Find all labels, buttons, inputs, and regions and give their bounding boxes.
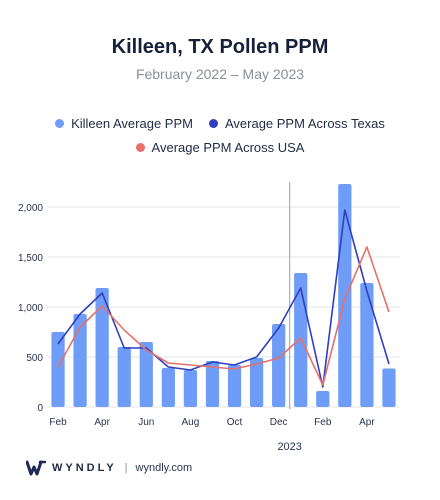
footer-brand: WYNDLY: [52, 462, 117, 474]
legend-row-2: Average PPM Across USA: [0, 140, 440, 155]
y-tick-label: 0: [37, 403, 43, 414]
bar: [249, 358, 264, 407]
footer-separator: |: [124, 462, 128, 474]
bar: [95, 288, 109, 407]
legend-item-usa[interactable]: Average PPM Across USA: [135, 140, 305, 155]
chart-subtitle: February 2022 – May 2023: [135, 66, 305, 82]
x-tick-label: Aug: [182, 417, 200, 428]
x-tick-label: Jun: [138, 417, 154, 428]
bar: [139, 342, 153, 407]
x-tick-label: Apr: [94, 417, 110, 428]
y-tick-label: 2,000: [18, 203, 43, 214]
y-tick-label: 1,500: [18, 253, 43, 264]
bar: [117, 347, 131, 407]
wyndly-logo-icon: [26, 460, 46, 476]
y-tick-label: 1,000: [18, 303, 43, 314]
x-tick-label: Feb: [49, 417, 67, 428]
bar: [205, 361, 220, 407]
usa-line: [57, 246, 390, 386]
bar: [73, 314, 87, 407]
bar: [360, 283, 374, 407]
bar: [338, 184, 352, 407]
x-tick-label: Dec: [270, 417, 288, 428]
legend-dot-texas: [208, 119, 218, 128]
bar: [294, 273, 308, 407]
bar: [51, 332, 65, 407]
legend-row-1: Killeen Average PPM Average PPM Across T…: [0, 116, 440, 131]
pollen-chart: 0 500 1,000 1,500 2,000 Feb Apr Jun Aug Oct Dec Feb…: [18, 182, 400, 453]
bar: [382, 368, 396, 407]
x-tick-label: Oct: [227, 417, 243, 428]
legend-label-texas: Average PPM Across Texas: [224, 116, 385, 131]
legend-item-texas[interactable]: Average PPM Across Texas: [208, 116, 385, 131]
x-tick-label: Apr: [359, 417, 375, 428]
texas-line: [57, 209, 390, 388]
bar: [227, 365, 242, 407]
bar: [272, 324, 286, 407]
footer-site-link[interactable]: wyndly.com: [135, 462, 193, 474]
bar: [183, 370, 198, 407]
legend-dot-killeen: [55, 119, 65, 128]
y-tick-label: 500: [26, 353, 43, 364]
legend-dot-usa: [135, 143, 145, 152]
x-tick-label: Feb: [314, 417, 332, 428]
chart-title: Killeen, TX Pollen PPM: [111, 36, 329, 58]
bar: [316, 391, 330, 407]
legend-label-killeen: Killeen Average PPM: [71, 116, 193, 131]
legend-label-usa: Average PPM Across USA: [151, 140, 305, 155]
year-label: 2023: [277, 441, 301, 453]
footer: WYNDLY | wyndly.com: [26, 460, 192, 476]
legend-item-killeen[interactable]: Killeen Average PPM: [55, 116, 193, 131]
bar: [161, 368, 175, 407]
